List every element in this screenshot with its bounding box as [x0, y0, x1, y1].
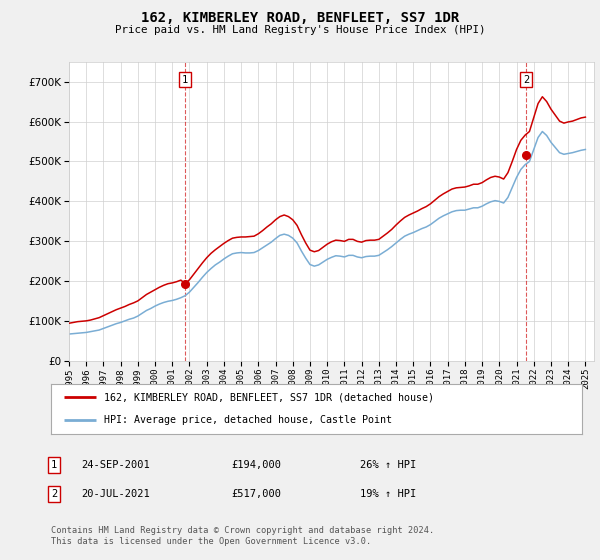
Text: 20-JUL-2021: 20-JUL-2021 [81, 489, 150, 499]
Text: 162, KIMBERLEY ROAD, BENFLEET, SS7 1DR: 162, KIMBERLEY ROAD, BENFLEET, SS7 1DR [141, 11, 459, 25]
Text: £517,000: £517,000 [231, 489, 281, 499]
Text: Price paid vs. HM Land Registry's House Price Index (HPI): Price paid vs. HM Land Registry's House … [115, 25, 485, 35]
Text: £194,000: £194,000 [231, 460, 281, 470]
Text: 26% ↑ HPI: 26% ↑ HPI [360, 460, 416, 470]
Text: Contains HM Land Registry data © Crown copyright and database right 2024.
This d: Contains HM Land Registry data © Crown c… [51, 526, 434, 546]
Text: 1: 1 [182, 74, 188, 85]
Text: 19% ↑ HPI: 19% ↑ HPI [360, 489, 416, 499]
Text: 162, KIMBERLEY ROAD, BENFLEET, SS7 1DR (detached house): 162, KIMBERLEY ROAD, BENFLEET, SS7 1DR (… [104, 392, 434, 402]
Text: 2: 2 [523, 74, 529, 85]
Text: 24-SEP-2001: 24-SEP-2001 [81, 460, 150, 470]
Text: 2: 2 [51, 489, 57, 499]
Text: 1: 1 [51, 460, 57, 470]
Text: HPI: Average price, detached house, Castle Point: HPI: Average price, detached house, Cast… [104, 416, 392, 426]
